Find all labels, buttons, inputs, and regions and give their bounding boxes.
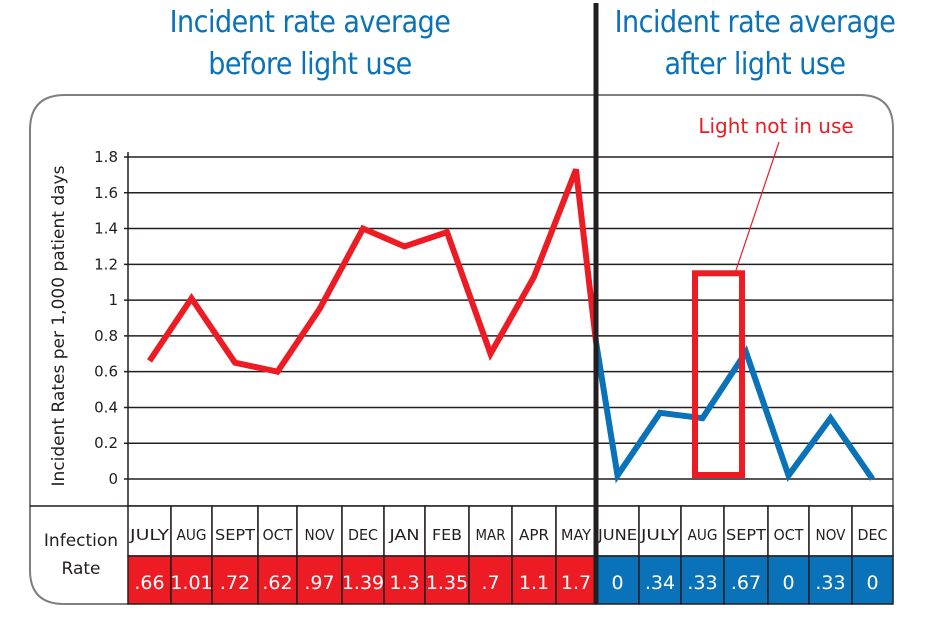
line-after-light-use bbox=[593, 341, 875, 484]
month-cell bbox=[341, 505, 385, 557]
month-cell bbox=[383, 505, 426, 557]
value-cell bbox=[808, 555, 853, 605]
value-label: 1.39 bbox=[342, 572, 384, 594]
heading-before: Incident rate average before light use bbox=[130, 2, 490, 86]
y-axis: 0 0.2 0.4 0.6 0.8 1 1.2 1.4 1.6 1.8 bbox=[94, 148, 129, 506]
month-label: AUG bbox=[688, 526, 718, 544]
value-cell bbox=[767, 555, 810, 605]
value-label: .62 bbox=[262, 572, 292, 594]
y-tick-label: 0 bbox=[108, 470, 118, 488]
month-label: JUNE bbox=[597, 526, 637, 544]
month-label: OCT bbox=[774, 526, 805, 544]
month-cell bbox=[424, 505, 470, 557]
month-label: JULY bbox=[640, 526, 680, 544]
month-cell bbox=[767, 505, 810, 557]
month-label: DEC bbox=[348, 526, 378, 544]
month-cell bbox=[555, 505, 597, 557]
value-cell bbox=[211, 555, 259, 605]
month-cell bbox=[595, 505, 640, 557]
value-cell bbox=[383, 555, 426, 605]
row-title: Infection Rate bbox=[44, 531, 118, 579]
month-label: SEPT bbox=[726, 526, 767, 544]
value-cell bbox=[170, 555, 213, 605]
month-label: OCT bbox=[263, 526, 294, 544]
month-label: SEPT bbox=[215, 526, 256, 544]
annotation-leader-line bbox=[734, 141, 780, 274]
month-label: FEB bbox=[432, 526, 462, 544]
y-tick-label: 1.6 bbox=[94, 184, 118, 202]
value-label: .33 bbox=[815, 572, 845, 594]
month-label: DEC bbox=[858, 526, 888, 544]
value-cell bbox=[127, 555, 172, 605]
month-label: JULY bbox=[129, 526, 170, 544]
month-label: JAN bbox=[388, 526, 419, 544]
row-title-line2: Rate bbox=[62, 559, 101, 579]
value-label: 1.1 bbox=[519, 572, 549, 594]
heading-after-line2: after light use bbox=[664, 47, 846, 82]
y-tick-label: 1.4 bbox=[94, 220, 118, 238]
value-cell bbox=[257, 555, 298, 605]
month-cell bbox=[638, 505, 682, 557]
heading-after-line1: Incident rate average bbox=[614, 5, 896, 40]
line-before-light-use bbox=[147, 168, 599, 376]
value-cell bbox=[680, 555, 725, 605]
month-label: MAY bbox=[561, 526, 592, 544]
y-tick-label: 1 bbox=[108, 291, 118, 309]
value-label: 1.01 bbox=[170, 572, 212, 594]
month-label: AUG bbox=[177, 526, 207, 544]
value-cell bbox=[555, 555, 597, 605]
value-label: .66 bbox=[134, 572, 164, 594]
heading-after: Incident rate average after light use bbox=[590, 2, 920, 86]
month-label: MAR bbox=[476, 526, 506, 544]
value-label: 0 bbox=[782, 572, 794, 594]
value-cell bbox=[296, 555, 343, 605]
month-label: APR bbox=[519, 526, 549, 544]
chart-frame bbox=[29, 94, 894, 605]
value-label: 0 bbox=[611, 572, 623, 594]
value-label: 1.3 bbox=[389, 572, 419, 594]
annotation-label: Light not in use bbox=[698, 114, 853, 138]
value-label: .33 bbox=[687, 572, 717, 594]
heading-before-line2: before light use bbox=[208, 47, 412, 82]
heading-before-line1: Incident rate average bbox=[169, 5, 451, 40]
y-tick-label: 0.6 bbox=[94, 363, 118, 381]
month-label: NOV bbox=[816, 526, 847, 544]
month-cell bbox=[468, 505, 513, 557]
value-cell bbox=[851, 555, 894, 605]
grid bbox=[124, 156, 893, 480]
value-cell bbox=[723, 555, 769, 605]
value-label: .97 bbox=[304, 572, 334, 594]
y-tick-label: 0.4 bbox=[94, 398, 118, 416]
series bbox=[147, 168, 875, 484]
y-tick-label: 1.8 bbox=[94, 148, 118, 166]
y-tick-label: 0.2 bbox=[94, 434, 118, 452]
value-label: 1.35 bbox=[426, 572, 468, 594]
value-cell bbox=[424, 555, 470, 605]
row-title-line1: Infection bbox=[44, 531, 118, 551]
y-tick-label: 1.2 bbox=[94, 255, 118, 273]
y-tick-label: 0.8 bbox=[94, 327, 118, 345]
month-label: NOV bbox=[305, 526, 336, 544]
value-label: 1.7 bbox=[561, 572, 591, 594]
value-label: .34 bbox=[645, 572, 675, 594]
value-label: .7 bbox=[481, 572, 499, 594]
annotation-box bbox=[692, 270, 745, 478]
value-label: 0 bbox=[866, 572, 878, 594]
data-table: JULY .66 AUG 1.01 SEPT .72 OCT .62 NOV .97 DEC 1.39… bbox=[30, 505, 894, 605]
value-label: .67 bbox=[731, 572, 761, 594]
value-label: .72 bbox=[220, 572, 250, 594]
y-axis-title: Incident Rates per 1,000 patient days bbox=[49, 165, 69, 486]
annotation: Light not in use bbox=[692, 114, 854, 478]
